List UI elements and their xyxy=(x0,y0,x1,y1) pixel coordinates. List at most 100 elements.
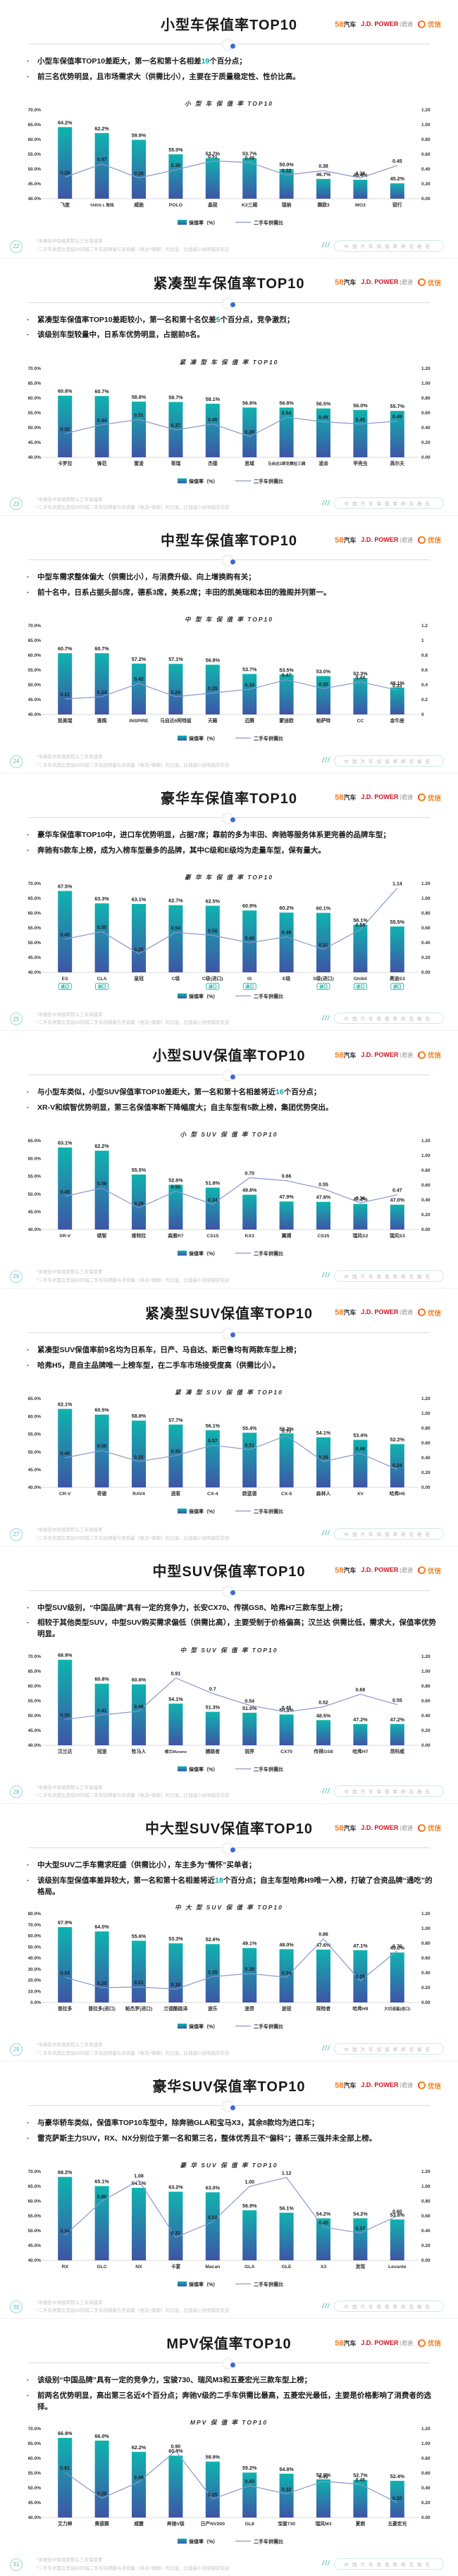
report-footer: /// 中国汽车保值率研究报告 xyxy=(322,1270,444,1282)
bar-value-label: 53.5% xyxy=(279,667,294,673)
bar-value-label: 62.2% xyxy=(94,1143,109,1149)
chart: 中 型 车 保 值 率 TOP10 70.0% 65.0% 60.0% 55.0% 50.… xyxy=(0,609,458,753)
bullet-text: 小型车保值率TOP10差距大，第一名和第十名相差19个百分点； xyxy=(37,57,247,66)
value-bar xyxy=(242,1712,257,1745)
line-value-label: 0.51 xyxy=(134,413,144,418)
chart-inner-title: 中 型 SUV 保 值 率 TOP10 xyxy=(180,1647,278,1654)
line-value-label: 0.52 xyxy=(171,1185,181,1190)
bullet-item: · 前三名优势明显，且市场需求大（供需比小），主要在于质量稳定性、性价比高。 xyxy=(27,72,437,83)
bullet-marker: · xyxy=(27,1103,30,1113)
right-axis-tick: 1.20 xyxy=(421,2427,431,2432)
import-badge xyxy=(206,982,220,990)
bar-value-label: 54.1% xyxy=(168,1695,183,1702)
category-label: 瑞风S2 xyxy=(352,1232,368,1239)
left-axis-tick: 70.0% xyxy=(28,1923,42,1928)
right-axis-tick: 0.00 xyxy=(421,2258,431,2263)
youxin-swirl-icon xyxy=(417,535,426,544)
page-number: 24 xyxy=(10,755,23,768)
legend-line-label: 二手车供需比 xyxy=(254,1251,283,1257)
bar-value-label: 46.4% xyxy=(353,172,368,178)
legend-bar-swatch xyxy=(178,993,187,998)
logo-58auto: 58汽车 xyxy=(335,1823,356,1833)
report-footer-text: 中国汽车保值率研究报告 xyxy=(333,755,444,767)
bullet-item: · 与豪华轿车类似，保值率TOP10车型中，除奔驰GLA和宝马X3，其余8款均为进… xyxy=(27,2118,437,2129)
footnotes: *本报告中保值率默认三年保值率 *二手车供需比是指58同城二手车挂牌量与咨询量（… xyxy=(37,496,458,512)
right-axis-tick: 0.8 xyxy=(421,653,428,658)
bullet-item: · 奔驰有5款车上榜，成为入榜车型最多的品牌，其中C级和E级均为走量车型，保有量大… xyxy=(27,846,437,857)
value-bar xyxy=(132,1175,146,1230)
line-value-label: 0.54 xyxy=(245,1699,254,1704)
bullet-text: 中型SUV级别，“中国品牌”具有一定的竞争力，长安CX70、传祺GS8、哈弗H7… xyxy=(37,1603,347,1612)
category-label: 天籁 xyxy=(208,717,218,724)
youxin-swirl-icon xyxy=(417,793,426,802)
value-bar xyxy=(390,1444,404,1487)
bar-value-label: 53.7% xyxy=(242,151,257,157)
value-bar xyxy=(94,395,109,457)
category-label: 普拉多(进口) xyxy=(88,2005,116,2012)
value-bar xyxy=(58,1408,73,1487)
bar-value-label: 49.1% xyxy=(390,680,405,686)
right-axis-tick: 0.80 xyxy=(421,1169,431,1174)
import-badge-label: 进口 xyxy=(393,984,402,989)
category-label: CLA xyxy=(97,977,107,982)
left-axis-tick: 60.0% xyxy=(28,653,42,658)
import-badge-label: 进口 xyxy=(209,984,217,989)
line-value-label: 0.48 xyxy=(318,415,328,420)
report-slide: 小型SUV保值率TOP10 58汽车 J.D. POWER |君迪 优信 · 与小… xyxy=(0,1030,458,1288)
logo-58-number: 58 xyxy=(335,1308,344,1318)
bullet-item: · 相较于其他类型SUV，中型SUV购买需求偏低（供需比高），主要受制于价格偏高；… xyxy=(27,1618,437,1640)
logo-58-text: 汽车 xyxy=(343,2339,357,2347)
footnote-2: *二手车供需比是指58同城二手车挂牌量与咨询量（电话+微聊）的比值，比值越小说明… xyxy=(37,2566,230,2572)
left-axis-tick: 80.0% xyxy=(28,1912,42,1916)
supply-demand-line xyxy=(65,1435,398,1470)
bullet-text: 中大型SUV二手车需求旺盛（供需比小），车主多为“情怀”买单者； xyxy=(37,1861,256,1870)
value-bar xyxy=(205,1187,220,1230)
bullet-item: · 紧凑型SUV保值率前9名均为日系车，日产、马自达、斯巴鲁均有两款车型上榜； xyxy=(27,1345,437,1356)
bullet-text: 相较于其他类型SUV，中型SUV购买需求偏低（供需比高），主要受制于价格偏高；汉… xyxy=(37,1618,436,1639)
value-bar xyxy=(58,395,73,457)
bullet-text: 豪华车保值率TOP10中，进口车优势明显，占据7席；靠前的多为丰田、奔驰等服务体… xyxy=(37,830,390,839)
line-value-label: 1.08 xyxy=(134,2174,144,2179)
chart-inner-title: 豪 华 SUV 保 值 率 TOP10 xyxy=(180,2162,278,2169)
line-value-label: 0.25 xyxy=(134,948,144,953)
left-axis-tick: 55.0% xyxy=(28,411,42,416)
line-value-label: 0.90 xyxy=(171,2445,181,2450)
chart-legend: 保值率（%） 二手车供需比 xyxy=(178,220,283,226)
bullet-marker: · xyxy=(27,846,30,855)
bar-value-label: 58.1% xyxy=(206,396,221,402)
value-bar xyxy=(316,912,330,972)
line-value-label: 0.25 xyxy=(208,2493,218,2498)
category-label: 宝骏730 xyxy=(278,2520,295,2527)
report-slide: 中型车保值率TOP10 58汽车 J.D. POWER |君迪 优信 · 中型车需… xyxy=(0,515,458,773)
right-axis-tick: 0.80 xyxy=(421,137,431,142)
bullet-marker: · xyxy=(27,330,30,340)
supply-demand-line xyxy=(65,416,397,437)
category-label: 五菱宏光 xyxy=(388,2520,407,2527)
bar-value-label: 55.0% xyxy=(168,147,183,153)
left-axis-tick: 40.0% xyxy=(28,455,42,460)
bullet-marker: · xyxy=(27,830,30,839)
bar-value-label: 51.3% xyxy=(206,1704,221,1710)
left-axis-tick: 45.0% xyxy=(28,1210,42,1215)
value-bar xyxy=(132,140,146,199)
right-axis-tick: 0.80 xyxy=(421,2199,431,2204)
import-badge xyxy=(390,982,404,990)
value-bar xyxy=(242,2472,257,2518)
legend-bar-label: 保值率（%） xyxy=(188,1251,218,1257)
bullet-text: 该级别“中国品牌”具有一定的竞争力，宝骏730、瑞风M3和五菱宏光三款车型上榜； xyxy=(37,2376,312,2385)
category-label: 缤智 xyxy=(97,1232,107,1239)
bullet-marker: · xyxy=(27,1618,30,1628)
left-axis-tick: 70.0% xyxy=(28,2427,42,2432)
page-number: 31 xyxy=(10,2558,23,2571)
bullet-text: XR-V和缤智优势明显，第三名保值率断下降幅度大；自主车型有5款上榜，集团优势突… xyxy=(37,1103,333,1113)
logo-youxin: 优信 xyxy=(417,1566,441,1575)
category-label: XR-V xyxy=(59,1234,71,1239)
category-label: 瑞纳 xyxy=(282,202,292,208)
value-bar xyxy=(168,154,183,199)
right-axis-tick: 0.80 xyxy=(421,2457,431,2462)
bar-value-label: 53.3% xyxy=(168,1936,183,1942)
left-axis-tick: 50.0% xyxy=(28,941,42,946)
category-label: 威驰 xyxy=(134,202,144,208)
legend-bar-swatch xyxy=(178,1766,187,1771)
youxin-swirl-icon xyxy=(417,278,426,287)
